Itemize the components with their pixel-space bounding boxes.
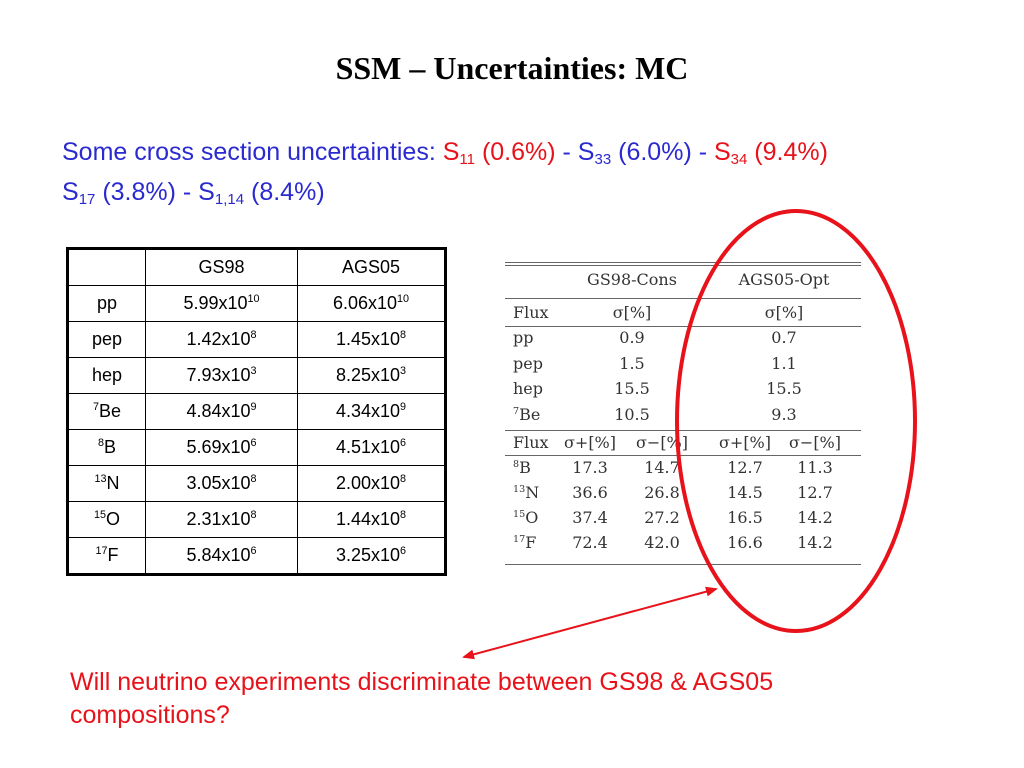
flux-name: 8B — [513, 458, 531, 477]
gs98-uncertainty: 10.5 — [614, 404, 650, 424]
table-rule — [505, 564, 861, 565]
flux-label-cell: hep — [67, 357, 146, 394]
gs98-value-cell: 3.05x108 — [145, 465, 298, 502]
flux-name: 13N — [513, 483, 540, 502]
flux-table-row: 17F 5.84x106 3.25x106 — [67, 537, 446, 575]
flux-table-row: hep 7.93x103 8.25x103 — [67, 357, 446, 394]
s17-sub: 17 — [78, 191, 96, 208]
gs98-value-cell: 4.84x109 — [145, 393, 298, 430]
sigma-header: σ[%] — [764, 303, 804, 322]
flux-header: Flux — [513, 433, 549, 452]
column-header-ags05: AGS05-Opt — [738, 270, 830, 289]
table-rule — [505, 298, 861, 299]
gs98-sigma-plus: 37.4 — [572, 508, 608, 527]
cross-section-uncertainties: Some cross section uncertainties: S11 (0… — [62, 136, 982, 216]
table-rule — [505, 265, 861, 266]
header-cell: AGS05 — [297, 248, 446, 286]
gs98-sigma-plus: 36.6 — [572, 483, 608, 502]
gs98-value-cell: 7.93x103 — [145, 357, 298, 394]
flux-table-row: pep 1.42x108 1.45x108 — [67, 321, 446, 358]
neutrino-flux-table: GS98 AGS05 pp 5.99x1010 6.06x1010 pep 1.42x108… — [66, 247, 447, 576]
flux-table-header: GS98 AGS05 — [67, 248, 446, 286]
flux-header: Flux — [513, 303, 549, 322]
intro-lead: Some cross section uncertainties: — [62, 138, 443, 166]
flux-label-cell: 8B — [67, 429, 146, 466]
sigma-pm-header: σ−[%] — [788, 433, 841, 452]
discrimination-question: Will neutrino experiments discriminate b… — [70, 668, 774, 729]
flux-table-row: 15O 2.31x108 1.44x108 — [67, 501, 446, 538]
flux-label-cell: 7Be — [67, 393, 146, 430]
ags05-sigma-minus: 12.7 — [797, 483, 833, 502]
gs98-sigma-minus: 42.0 — [644, 533, 680, 552]
sigma-pm-header: σ+[%] — [563, 433, 616, 452]
s11-term: S11 (0.6%) — [442, 138, 556, 168]
gs98-uncertainty: 0.9 — [619, 328, 645, 347]
ags05-value-cell: 3.25x106 — [297, 537, 446, 575]
gs98-value-cell: 2.31x108 — [145, 501, 298, 538]
table-rule — [505, 430, 861, 431]
gs98-sigma-minus: 26.8 — [644, 483, 680, 502]
ags05-uncertainty: 0.7 — [771, 328, 797, 347]
header-cell: GS98 — [145, 248, 298, 286]
ags05-sigma-plus: 12.7 — [727, 458, 763, 477]
ags05-value-cell: 4.34x109 — [297, 393, 446, 430]
gs98-value-cell: 5.69x106 — [145, 429, 298, 466]
ags05-sigma-minus: 14.2 — [797, 508, 833, 527]
s114-value: (8.4%) — [244, 178, 325, 206]
ags05-uncertainty: 1.1 — [771, 353, 797, 373]
s34-term: S34 (9.4%) — [713, 138, 828, 168]
gs98-sigma-plus: 72.4 — [572, 533, 608, 552]
flux-name: 17F — [513, 533, 537, 552]
ags05-uncertainty: 15.5 — [766, 379, 802, 398]
flux-name: pep — [513, 353, 543, 373]
ags05-sigma-plus: 16.5 — [727, 508, 763, 527]
pointer-arrow — [462, 586, 718, 660]
ags05-value-cell: 6.06x1010 — [297, 285, 446, 322]
ags05-value-cell: 1.45x108 — [297, 321, 446, 358]
ags05-sigma-minus: 11.3 — [797, 458, 833, 477]
flux-table-row: 7Be 4.84x109 4.34x109 — [67, 393, 446, 430]
ags05-sigma-plus: 16.6 — [727, 533, 763, 552]
sigma-pm-header: σ−[%] — [635, 433, 688, 452]
gs98-value-cell: 1.42x108 — [145, 321, 298, 358]
ags05-value-cell: 2.00x108 — [297, 465, 446, 502]
gs98-uncertainty: 15.5 — [614, 379, 650, 398]
flux-name: 15O — [513, 508, 539, 527]
sigma-pm-header: σ+[%] — [718, 433, 771, 452]
highlight-ellipse — [675, 209, 917, 633]
gs98-value-cell: 5.84x106 — [145, 537, 298, 575]
slide-title: SSM – Uncertainties: MC — [335, 50, 689, 86]
s33-value: (6.0%) - — [611, 138, 714, 166]
s33-sub: 33 — [594, 151, 612, 168]
flux-name: hep — [513, 379, 544, 398]
flux-name: 7Be — [513, 404, 541, 424]
s114-sub: 1,14 — [214, 191, 245, 208]
table-rule — [505, 262, 861, 263]
ags05-value-cell: 1.44x108 — [297, 501, 446, 538]
flux-name: pp — [513, 328, 534, 347]
gs98-sigma-minus: 14.7 — [644, 458, 680, 477]
s17-prefix: S — [62, 178, 79, 206]
flux-label-cell: 17F — [67, 537, 146, 575]
sigma-header: σ[%] — [612, 303, 652, 322]
table-rule — [505, 455, 861, 456]
flux-table-row: 13N 3.05x108 2.00x108 — [67, 465, 446, 502]
flux-table-row: 8B 5.69x106 4.51x106 — [67, 429, 446, 466]
flux-label-cell: pp — [67, 285, 146, 322]
flux-table-row: pp 5.99x1010 6.06x1010 — [67, 285, 446, 322]
gs98-sigma-minus: 27.2 — [644, 508, 680, 527]
ags05-sigma-minus: 14.2 — [797, 533, 833, 552]
table-rule — [505, 326, 861, 327]
s33-prefix: - S — [555, 138, 595, 166]
s17-value: (3.8%) - S — [95, 178, 215, 206]
gs98-uncertainty: 1.5 — [619, 353, 645, 373]
gs98-value-cell: 5.99x1010 — [145, 285, 298, 322]
gs98-sigma-plus: 17.3 — [572, 458, 608, 477]
ags05-uncertainty: 9.3 — [771, 404, 797, 424]
ags05-sigma-plus: 14.5 — [727, 483, 763, 502]
column-header-gs98: GS98-Cons — [587, 270, 677, 289]
